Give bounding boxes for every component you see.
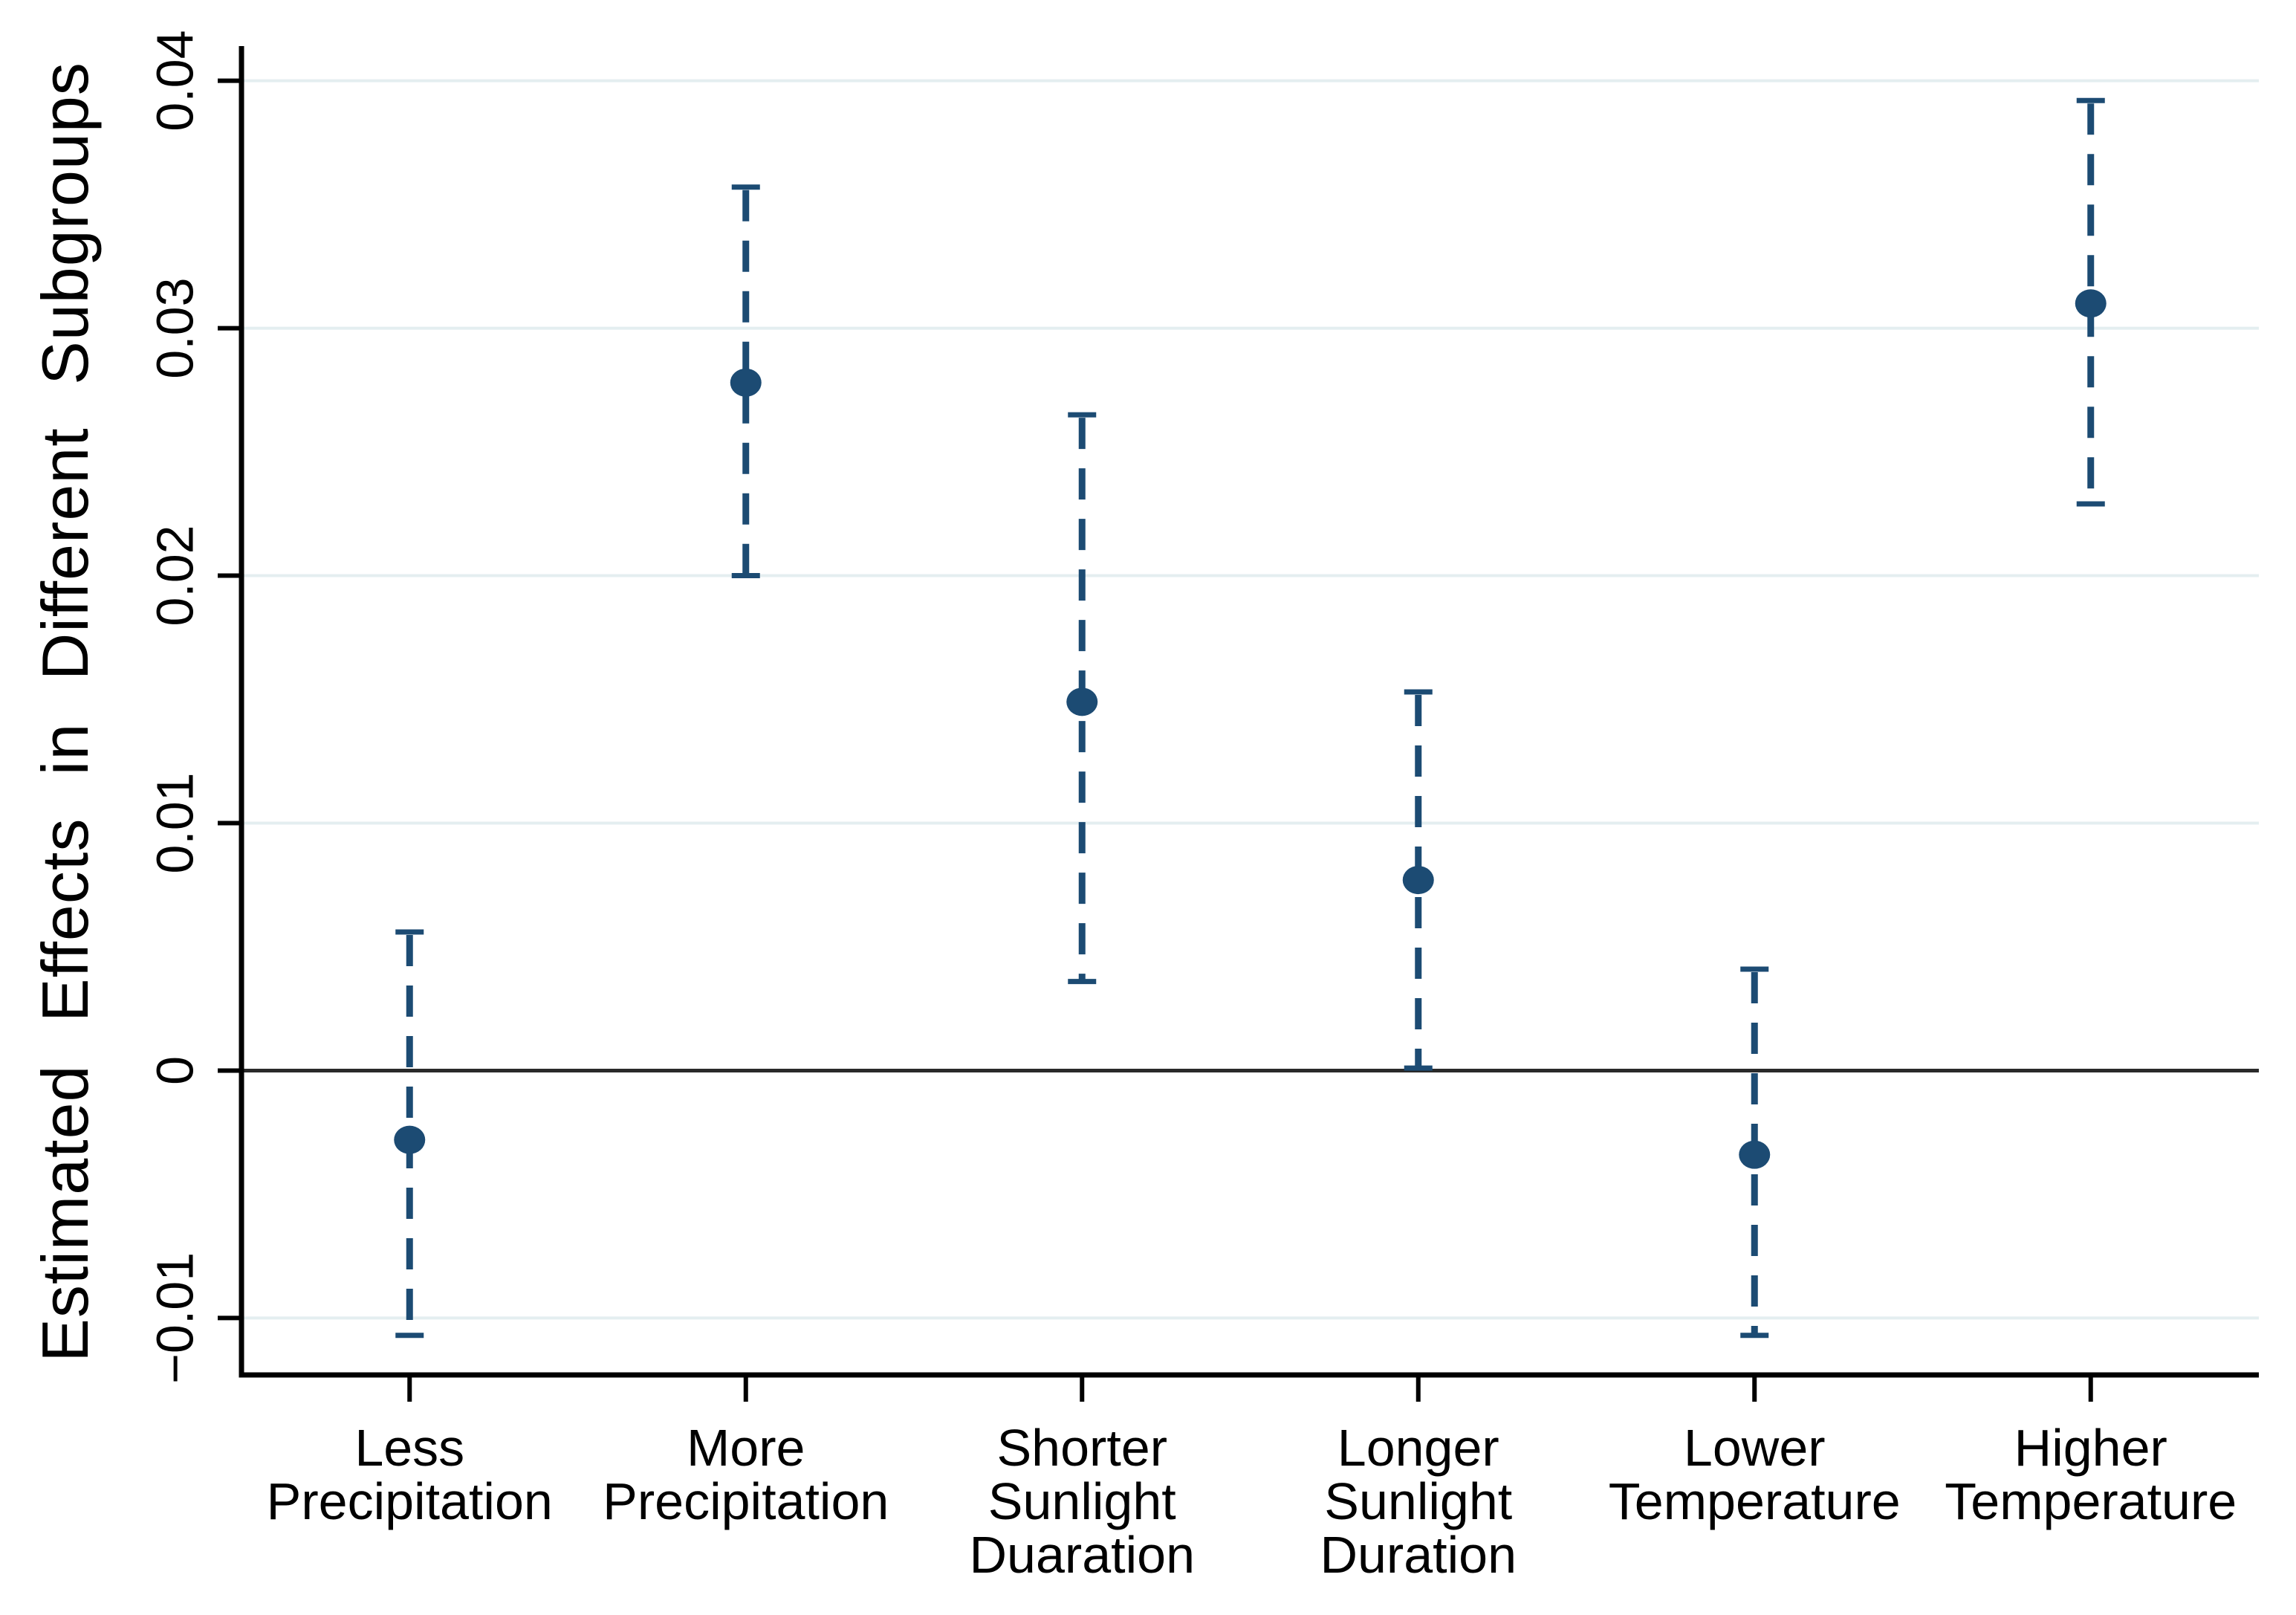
data-point xyxy=(1402,866,1434,895)
data-point xyxy=(1739,1140,1771,1169)
data-point xyxy=(2075,289,2107,318)
data-point xyxy=(394,1125,426,1154)
x-tick-label: More Precipitation xyxy=(603,1419,889,1530)
x-tick-label: Shorter Sunlight Duaration xyxy=(969,1419,1195,1584)
y-tick-label: 0.02 xyxy=(146,525,204,626)
y-tick-label: −0.01 xyxy=(146,1252,204,1384)
x-tick-label: Less Precipitation xyxy=(267,1419,553,1530)
y-axis-title: Estimated Effects in Different Subgroups xyxy=(28,62,102,1362)
y-tick-label: 0.04 xyxy=(146,30,204,131)
x-tick-label: Lower Temperature xyxy=(1609,1419,1901,1530)
y-tick-label: 0.01 xyxy=(146,772,204,873)
x-tick-label: Higher Temperature xyxy=(1945,1419,2237,1530)
data-point xyxy=(1066,687,1098,716)
x-tick-label: Longer Sunlight Duration xyxy=(1320,1419,1517,1584)
y-tick-label: 0.03 xyxy=(146,277,204,378)
data-point xyxy=(730,368,762,397)
y-tick-label: 0 xyxy=(146,1056,204,1085)
